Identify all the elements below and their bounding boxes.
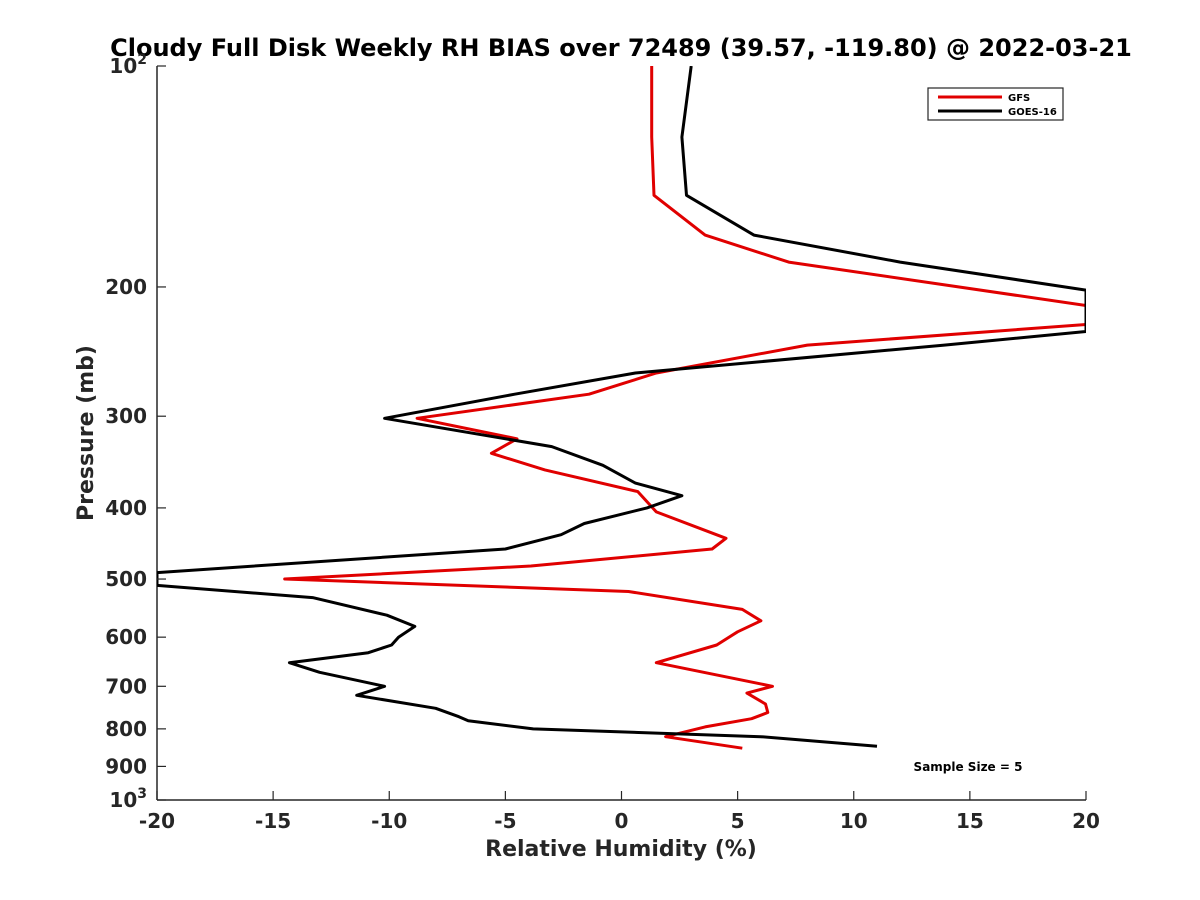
y-tick-label: 300 [105,404,147,428]
y-tick-label: 700 [105,674,147,698]
y-tick-label: 200 [105,275,147,299]
y-tick-label: 600 [105,625,147,649]
series-layer [157,66,1086,750]
y-tick-label: 102 [109,52,147,78]
legend: GFS GOES-16 [927,87,1064,121]
plot-axes [156,66,1086,801]
chart-title: Cloudy Full Disk Weekly RH BIAS over 724… [110,34,1132,62]
x-axis-ticks: -20 -15 -10 -5 0 5 10 15 20 [139,791,1100,833]
x-tick-label: 20 [1072,809,1100,833]
y-tick-label: 103 [109,786,147,812]
series-line-gfs [283,66,1086,750]
x-tick-label: 5 [731,809,745,833]
x-axis-label: Relative Humidity (%) [485,837,757,862]
x-tick-label: -15 [255,809,291,833]
y-tick-label: 800 [105,717,147,741]
series-line-goes-16 [157,66,1086,748]
legend-label-goes-16: GOES-16 [1008,107,1057,118]
y-axis-ticks: 102 200 300 400 500 600 700 800 900 103 [105,52,166,812]
sample-size-annotation: Sample Size = 5 [914,760,1023,774]
y-tick-label: 900 [105,754,147,778]
legend-label-gfs: GFS [1008,93,1030,104]
y-tick-label: 400 [105,496,147,520]
x-tick-label: 15 [956,809,984,833]
x-tick-label: -10 [371,809,407,833]
y-axis-label: Pressure (mb) [74,345,99,521]
x-tick-label: 10 [840,809,868,833]
y-tick-label: 500 [105,567,147,591]
x-tick-label: -5 [494,809,516,833]
legend-box [927,87,1064,121]
x-tick-label: 0 [615,809,629,833]
x-tick-label: -20 [139,809,175,833]
